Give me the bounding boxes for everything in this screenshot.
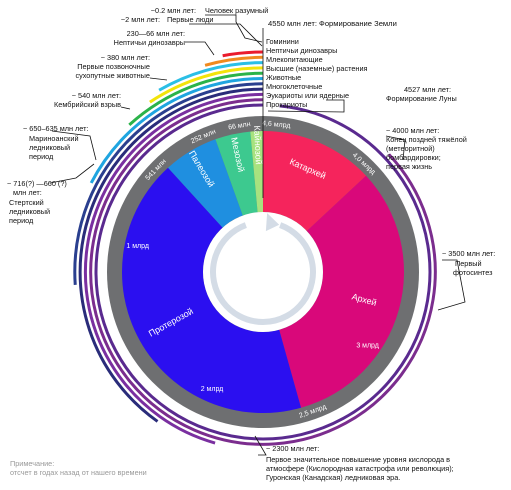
leader-first-humans: [189, 23, 263, 47]
lifeform-arc: [128, 71, 263, 126]
leader-cambrian: [120, 106, 131, 110]
legend-item: Гоминини: [266, 37, 299, 46]
sturtian-line3: ледниковый: [9, 207, 50, 216]
lifeform-arc: [94, 103, 432, 441]
leader-dinosaurs: [185, 41, 215, 56]
center-hole: [203, 212, 323, 332]
leader-lines: [49, 14, 466, 456]
oxygen-time: ~ 2300 млн лет:: [266, 444, 319, 453]
homo-sapiens-label: Человек разумный: [205, 6, 268, 15]
first-humans-time: ~2 млн лет:: [121, 15, 160, 24]
lifeform-arcs: [73, 50, 437, 446]
lifeform-arc: [222, 50, 263, 58]
legend-item: Прокариоты: [266, 100, 307, 109]
lifeform-arc: [73, 82, 263, 285]
moon-label: Формирование Луны: [386, 94, 457, 103]
vertebrates-line1: Первые позвоночные: [77, 62, 150, 71]
eon-label-cenozoic: Кайнозой: [252, 125, 264, 165]
bombardment-time: ~ 4000 млн лет:: [386, 126, 439, 135]
marinoan-line2: ледниковый: [29, 143, 70, 152]
sturtian-time: ~ 716(?) —660 (?): [7, 179, 67, 188]
leader-marinoan: [51, 130, 97, 161]
lifeform-arc: [149, 66, 263, 104]
dinosaurs-time: 230—66 млн лет:: [127, 29, 185, 38]
dinosaurs-label: Нептичьи динозавры: [114, 38, 185, 47]
leader-homo-sapiens: [205, 14, 263, 43]
eon-wedge-mesozoic: [215, 131, 258, 216]
lifeform-legend: Гоминини Нептичьи динозавры Млекопитающи…: [266, 37, 368, 109]
legend-item: Животные: [266, 73, 301, 82]
eon-wedges: [122, 130, 405, 413]
center-arrow: [210, 213, 316, 325]
sturtian-line4: период: [9, 216, 34, 225]
legend-item: Эукариоты или ядерные: [266, 91, 349, 100]
oxygen-line1: Первое значительное повышение уровня кис…: [266, 455, 450, 464]
marinoan-line1: Мариноанский: [29, 134, 79, 143]
boundary-label: 4,6 млрд: [262, 120, 291, 130]
lifeform-arc: [89, 98, 437, 446]
marinoan-line3: период: [29, 152, 54, 161]
vertebrates-line2: сухопутные животные: [75, 71, 150, 80]
first-humans-label: Первые люди: [167, 15, 213, 24]
legend-item: Нептичьи динозавры: [266, 46, 337, 55]
photosynthesis-line2: фотосинтез: [453, 268, 493, 277]
eon-wedge-hadean: [263, 131, 367, 232]
bombardment-line2: (метеоритной): [386, 144, 435, 153]
bombardment-line3: бомбардировки;: [386, 153, 441, 162]
legend-item: Высшие (наземные) растения: [266, 64, 368, 73]
legend-item: Многоклеточные: [266, 82, 322, 91]
photosynthesis-line1: Первый: [455, 259, 482, 268]
lifeform-arc: [204, 55, 263, 67]
sturtian-line1: млн лет:: [13, 188, 42, 197]
boundary-label: 66 млн: [228, 121, 251, 132]
lifeform-arc: [158, 61, 263, 92]
homo-sapiens-time: ~0.2 млн лет:: [151, 6, 196, 15]
leader-bombardment: [385, 135, 406, 161]
earth-formation-label: 4550 млн лет: Формирование Земли: [268, 19, 397, 28]
legend-item: Млекопитающие: [266, 55, 323, 64]
cycle-arrow-head: [265, 213, 280, 232]
footnote-title: Примечание:: [10, 459, 54, 468]
footnote-text: отсчет в годах назад от нашего времени: [10, 468, 147, 477]
leader-moon: [267, 99, 345, 113]
leader-photosynthesis: [437, 259, 466, 311]
eon-wedge-cenozoic: [250, 130, 263, 213]
leader-vertebrates: [149, 77, 168, 81]
lifeform-arc: [89, 77, 263, 184]
cambrian-time: ~ 540 млн лет:: [72, 91, 121, 100]
lifeform-arc: [83, 92, 263, 445]
inner-time-label: 2 млрд: [201, 386, 224, 393]
annotations: 4550 млн лет: Формирование Земли ~0.2 мл…: [7, 6, 495, 482]
inner-time-label: 1 млрд: [126, 243, 149, 250]
sturtian-line2: Стертский: [9, 198, 44, 207]
oxygen-line2: атмосфере (Кислородная катастрофа или ре…: [266, 464, 454, 473]
cycle-arrow-arc: [210, 222, 316, 325]
moon-time: 4527 млн лет:: [404, 85, 451, 94]
marinoan-time: ~ 650–635 млн лет:: [23, 124, 89, 133]
bombardment-line4: первая жизнь: [386, 162, 432, 171]
photosynthesis-time: ~ 3500 млн лет:: [442, 249, 495, 258]
leader-oxygen: [254, 435, 267, 456]
cambrian-label: Кембрийский взрыв: [54, 100, 121, 109]
inner-time-label: 3 млрд: [356, 343, 379, 350]
leader-sturtian: [49, 163, 95, 184]
eon-wedge-paleozoic: [168, 139, 243, 228]
bombardment-line1: Конец поздней тяжёлой: [386, 135, 467, 144]
oxygen-line3: Гуронская (Канадская) ледниковая эра.: [266, 473, 400, 482]
eon-wedge-proterozoic: [122, 167, 302, 413]
lifeform-arc: [78, 87, 263, 423]
eon-wedge-archean: [279, 175, 405, 408]
vertebrates-time: ~ 380 млн лет:: [101, 53, 150, 62]
